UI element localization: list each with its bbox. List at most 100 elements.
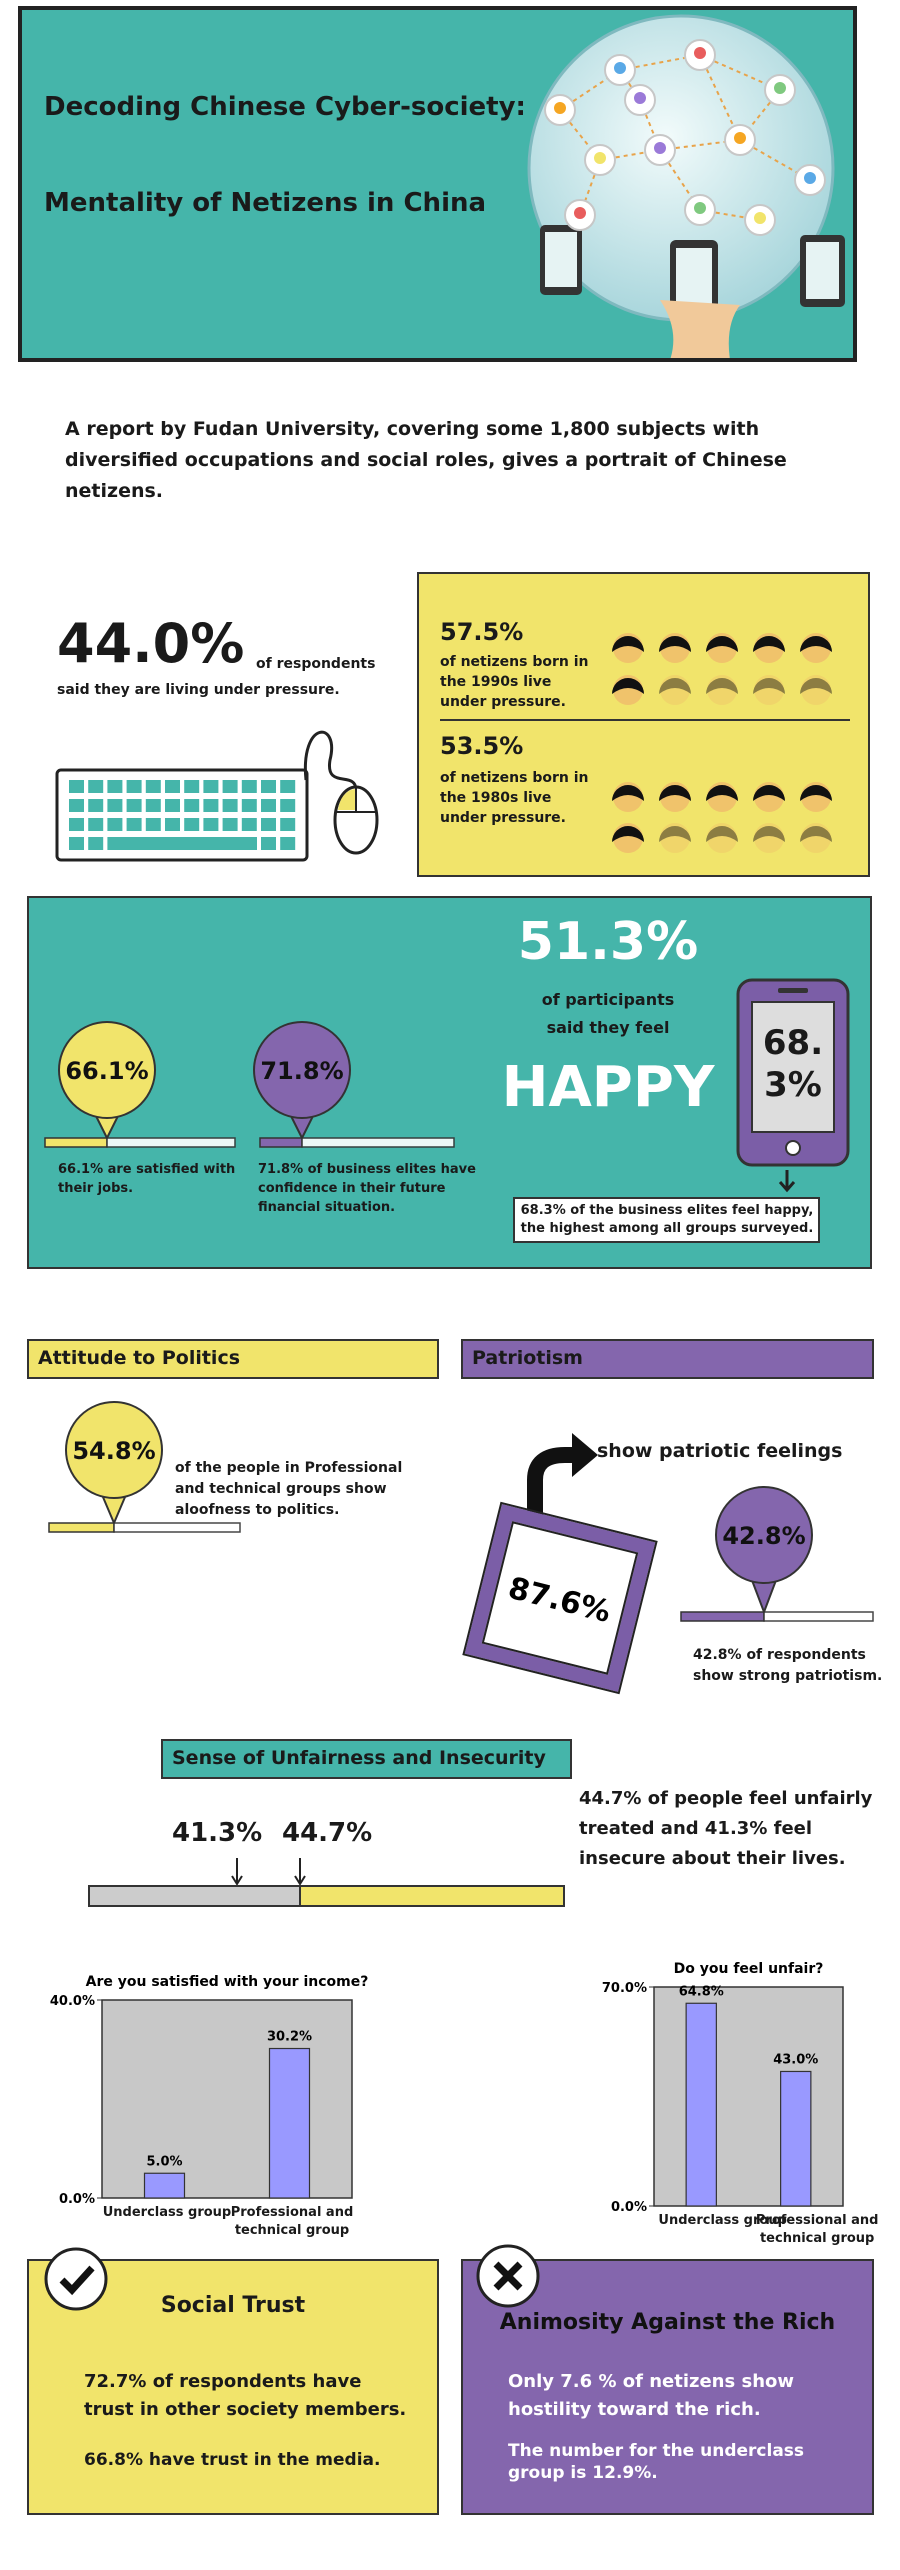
hair	[659, 826, 691, 842]
section-heading: Attitude to Politics	[38, 1347, 241, 1369]
intro: A report by Fudan University, covering s…	[65, 418, 787, 502]
face	[660, 675, 690, 705]
face	[707, 823, 737, 853]
key	[261, 818, 276, 831]
stat: 53.5%	[440, 732, 524, 760]
x-tick-label: Underclass group	[102, 2205, 232, 2220]
key	[241, 799, 257, 812]
bar-segment	[763, 1611, 874, 1622]
stat: 57.5%	[440, 618, 524, 646]
avatar-head	[804, 172, 816, 184]
phone-illustration	[736, 978, 850, 1193]
hair	[659, 636, 691, 652]
bar-segment	[301, 1137, 455, 1148]
avatar-head	[774, 82, 786, 94]
arrow	[527, 1447, 575, 1535]
value-label: 30.2%	[267, 2030, 312, 2045]
bar-segment	[113, 1522, 241, 1533]
key	[280, 818, 296, 831]
bar	[268, 2047, 311, 2199]
hair	[753, 636, 785, 652]
hair	[706, 785, 738, 801]
marker-label: 44.7%	[282, 1818, 373, 1848]
caption: of netizens born in the 1980s live under…	[440, 770, 589, 826]
key	[145, 799, 161, 812]
section-heading-box	[27, 1339, 439, 1379]
hair	[659, 678, 691, 694]
tilted-badge: 87.6%	[462, 1501, 658, 1695]
cross-mark	[493, 2261, 523, 2291]
animosity-panel	[461, 2259, 874, 2515]
value-label: 64.8%	[679, 1984, 724, 1999]
key	[69, 818, 84, 831]
caption: said they feel	[546, 1018, 670, 1037]
headline: show patriotic feelings	[597, 1440, 843, 1462]
key	[280, 799, 296, 812]
bubble-stat: 66.1%	[65, 1057, 148, 1085]
key	[261, 780, 276, 793]
hair	[612, 636, 644, 652]
bar-segment	[259, 1137, 303, 1148]
value-label: 5.0%	[146, 2154, 182, 2169]
section-heading: Patriotism	[472, 1347, 583, 1369]
hair	[800, 636, 832, 652]
plot-area	[101, 1999, 353, 2199]
avatar-head	[554, 102, 566, 114]
bar-segment	[299, 1885, 565, 1907]
face	[754, 675, 784, 705]
bubble	[715, 1486, 813, 1584]
key	[88, 818, 104, 831]
marker-arrows	[231, 1858, 306, 1886]
check-mark	[59, 2265, 95, 2296]
caption: of netizens born in the 1990s live under…	[440, 654, 589, 710]
bubble-stat: 42.8%	[722, 1522, 805, 1550]
panel-text: 66.8% have trust in the media.	[84, 2450, 381, 2470]
face	[801, 823, 831, 853]
bar-segment	[106, 1137, 236, 1148]
key	[107, 780, 123, 793]
bar	[685, 2002, 717, 2207]
bubble	[253, 1021, 351, 1119]
key	[203, 780, 219, 793]
hair	[800, 785, 832, 801]
bar	[143, 2172, 186, 2199]
hair	[753, 785, 785, 801]
key	[184, 780, 200, 793]
key	[88, 780, 104, 793]
bar-segment	[44, 1137, 108, 1148]
avatar-head	[734, 132, 746, 144]
big-stat: 44.0%	[57, 612, 245, 675]
key	[261, 799, 276, 812]
title: Mentality of Netizens in China	[44, 188, 487, 218]
key	[261, 837, 276, 850]
x-tick-label: Professional and technical group	[230, 2205, 354, 2238]
bar-segment	[680, 1611, 765, 1622]
key	[165, 818, 180, 831]
hair	[706, 636, 738, 652]
avatar-head	[574, 207, 586, 219]
face	[660, 823, 690, 853]
caption: said they are living under pressure.	[57, 682, 340, 698]
avatar-head	[654, 142, 666, 154]
hair	[753, 678, 785, 694]
face-icons	[612, 633, 832, 853]
panel-text: The number for the underclass group is 1…	[508, 2441, 805, 2483]
key	[280, 780, 296, 793]
arrow-head	[572, 1433, 598, 1477]
hair	[612, 678, 644, 694]
phone-stat: 68.3%	[762, 1023, 824, 1105]
hair	[706, 826, 738, 842]
key	[69, 837, 84, 850]
section-heading-box	[161, 1739, 572, 1779]
hair	[612, 785, 644, 801]
bar-segment	[88, 1885, 301, 1907]
caption: 66.1% are satisfied with their jobs.	[58, 1162, 236, 1196]
avatar-head	[634, 92, 646, 104]
stat-note: of respondents	[256, 656, 376, 672]
key	[203, 799, 219, 812]
bubble	[58, 1021, 156, 1119]
key	[88, 837, 104, 850]
big-stat: 51.3%	[517, 912, 699, 972]
bar-segment	[48, 1522, 115, 1533]
